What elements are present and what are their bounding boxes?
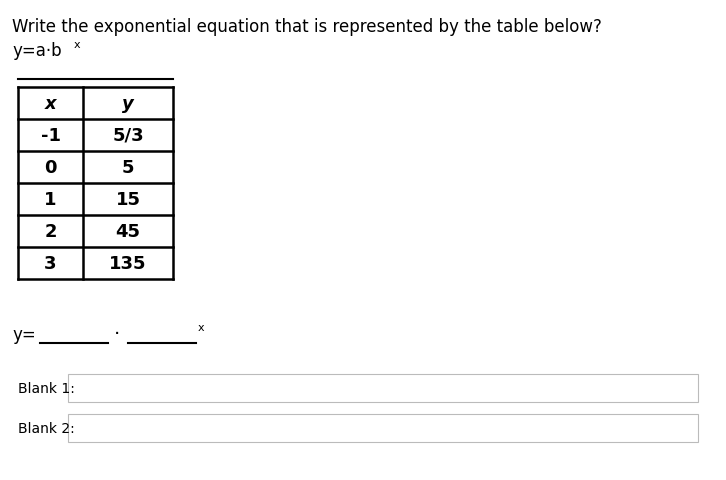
Text: y=a·b: y=a·b xyxy=(12,42,62,60)
Text: 3: 3 xyxy=(44,254,57,273)
Text: x: x xyxy=(45,95,57,113)
Text: 5/3: 5/3 xyxy=(113,127,144,144)
Text: ·: · xyxy=(114,325,121,344)
FancyBboxPatch shape xyxy=(68,374,698,402)
Text: 45: 45 xyxy=(115,223,141,240)
Text: x: x xyxy=(74,40,81,50)
Text: 135: 135 xyxy=(109,254,147,273)
Text: Blank 1:: Blank 1: xyxy=(18,381,75,395)
Text: 1: 1 xyxy=(44,191,57,209)
Text: 2: 2 xyxy=(44,223,57,240)
Text: x: x xyxy=(198,323,205,332)
Text: 15: 15 xyxy=(115,191,141,209)
Text: y=: y= xyxy=(12,325,36,343)
Text: y: y xyxy=(122,95,134,113)
FancyBboxPatch shape xyxy=(68,414,698,442)
Text: Write the exponential equation that is represented by the table below?: Write the exponential equation that is r… xyxy=(12,18,602,36)
Text: 5: 5 xyxy=(122,159,134,177)
Text: -1: -1 xyxy=(41,127,60,144)
Text: 0: 0 xyxy=(44,159,57,177)
Text: Blank 2:: Blank 2: xyxy=(18,421,75,435)
